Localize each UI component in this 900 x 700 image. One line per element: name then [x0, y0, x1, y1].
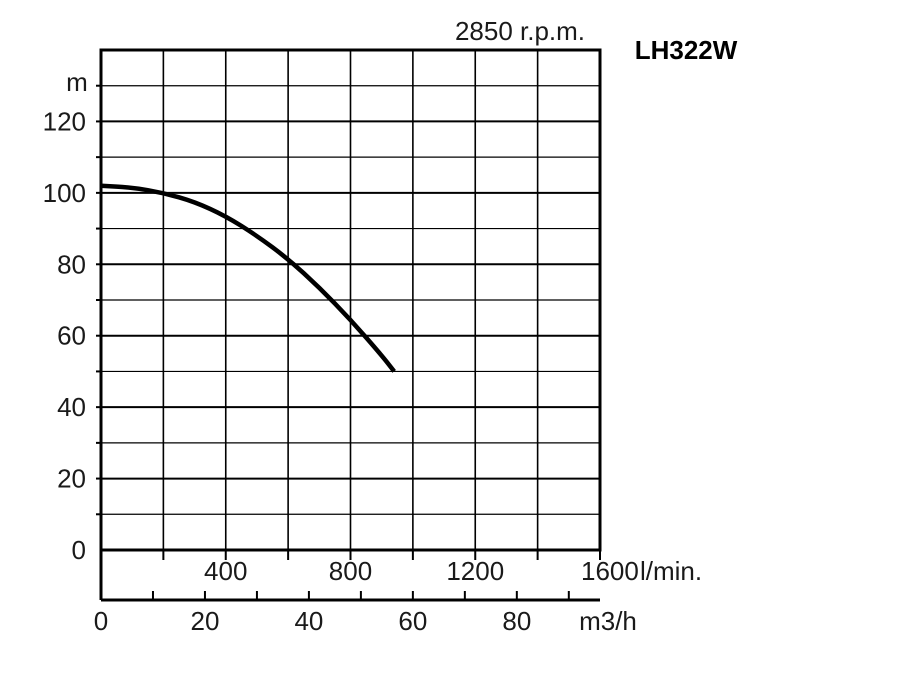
y-tick-label: 120: [43, 106, 86, 136]
head-curve-0: [100, 183, 396, 373]
y-tick-label: 80: [57, 249, 86, 279]
x-lmin-tick-label: 1200: [446, 556, 504, 586]
series: [100, 183, 396, 373]
x-m3h-tick-label: 0: [94, 606, 108, 636]
y-tick-label: 60: [57, 321, 86, 351]
y-tick-label: 20: [57, 464, 86, 494]
x-lmin-tick-label: 800: [329, 556, 372, 586]
chart-title: LH322W: [635, 35, 738, 65]
speed-label: 2850 r.p.m.: [455, 16, 585, 46]
y-tick-label: 40: [57, 392, 86, 422]
y-tick-label: 0: [72, 535, 86, 565]
grid: [101, 50, 600, 550]
x-m3h-tick-label: 80: [502, 606, 531, 636]
x-lmin-tick-label: 1600: [581, 556, 639, 586]
x-lmin-tick-label: 400: [204, 556, 247, 586]
y-tick-label: 100: [43, 178, 86, 208]
x-m3h-tick-label: 60: [398, 606, 427, 636]
tick-labels: 0 20 40 60 80 100 120 400 800 1200 1600 0 20 40 60 80: [43, 106, 639, 636]
x-m3h-tick-label: 40: [294, 606, 323, 636]
x-unit-m3h: m3/h: [579, 606, 637, 636]
x-m3h-tick-label: 20: [190, 606, 219, 636]
axes: [96, 48, 602, 602]
y-axis-label: m: [66, 67, 88, 97]
x-unit-lmin: l/min.: [640, 556, 702, 586]
